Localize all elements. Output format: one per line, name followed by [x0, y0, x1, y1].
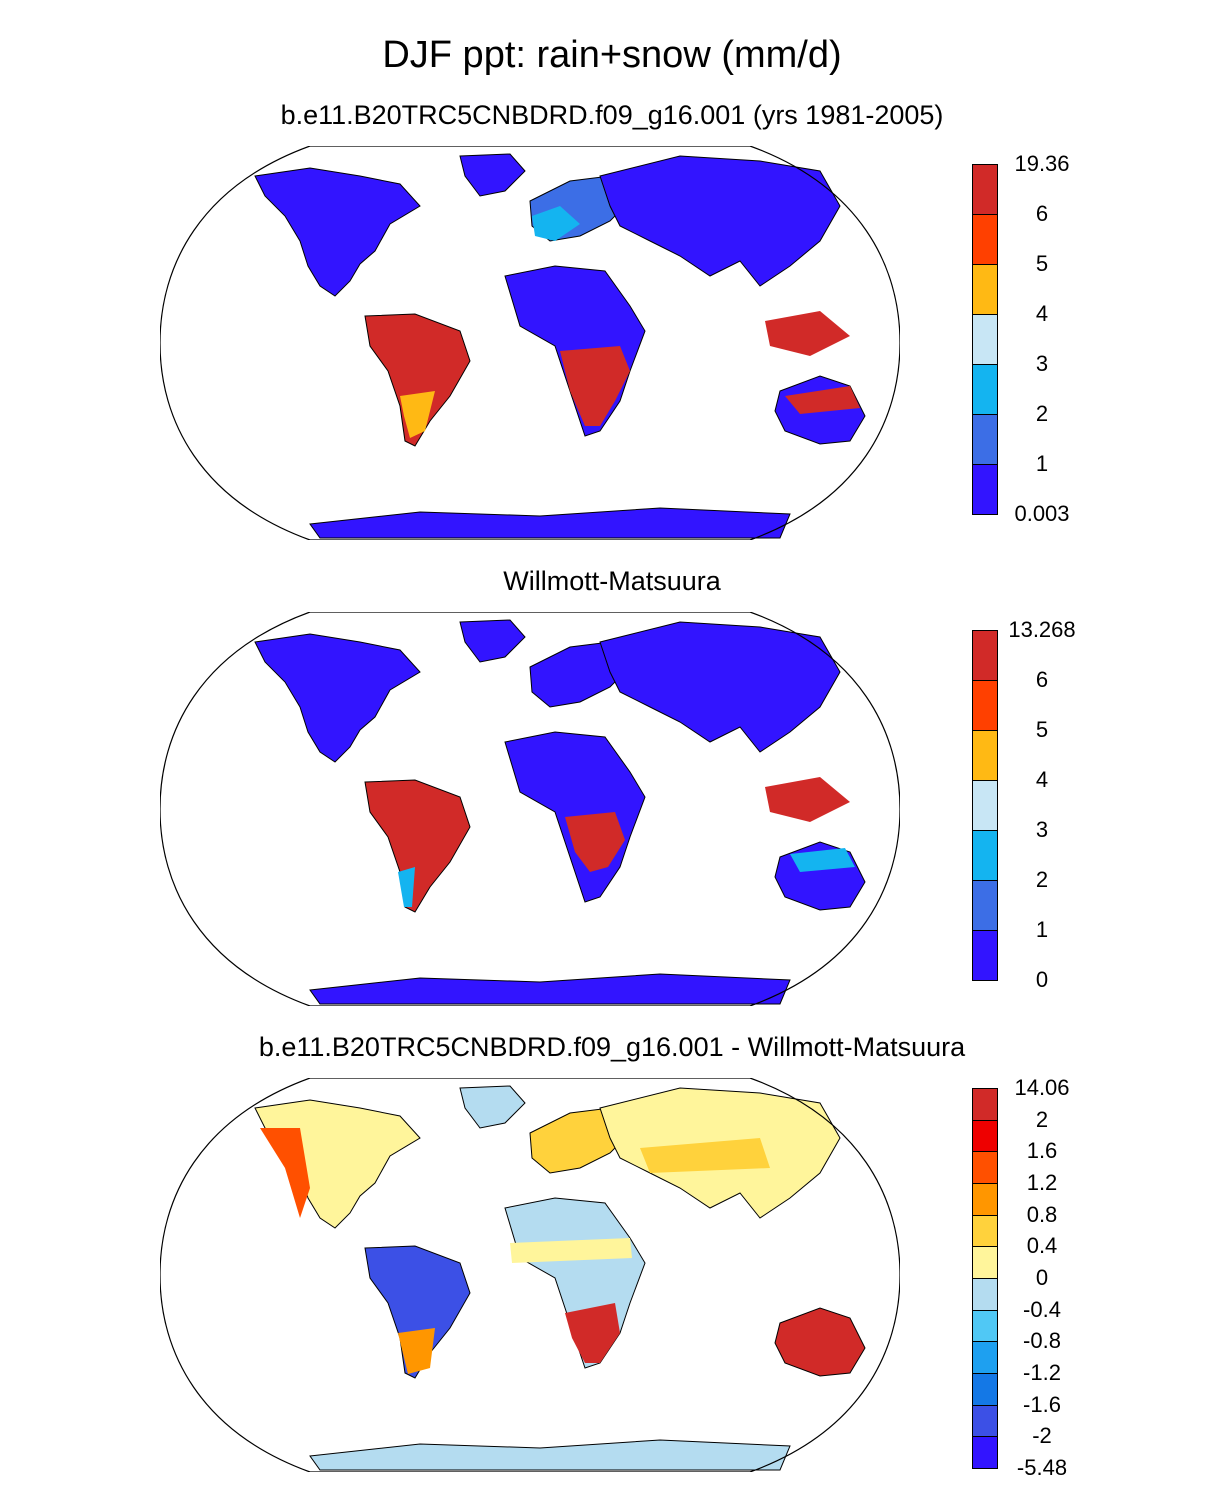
colorbar-swatch [972, 264, 998, 315]
field-andes-south [398, 867, 415, 907]
colorbar-label: 4 [1035, 767, 1049, 792]
colorbar-swatch [972, 1088, 998, 1121]
field-south-america-south [398, 1328, 435, 1374]
figure-title: DJF ppt: rain+snow (mm/d) [382, 34, 842, 76]
field-europe-wet [532, 206, 580, 241]
colorbar-label: 14.06 [1014, 1075, 1070, 1100]
colorbar-label: 0 [1035, 967, 1049, 992]
colorbar-swatch [972, 680, 998, 731]
colorbar-swatch [972, 364, 998, 415]
colorbar-swatch [972, 1309, 998, 1343]
colorbar-label: -1.2 [1023, 1360, 1061, 1385]
colorbar-swatch [972, 1373, 998, 1406]
panel-1-title: b.e11.B20TRC5CNBDRD.f09_g16.001 (yrs 198… [280, 100, 944, 130]
colorbar-label: 2 [1035, 867, 1049, 892]
field-southern-africa-wet [560, 346, 630, 426]
panel-3-title: b.e11.B20TRC5CNBDRD.f09_g16.001 - Willmo… [258, 1032, 966, 1062]
colorbar-label: -1.6 [1023, 1391, 1061, 1417]
region-greenland [459, 1085, 526, 1129]
colorbar-swatch [972, 464, 998, 515]
colorbar-swatch [972, 630, 998, 681]
colorbar-swatch [972, 214, 998, 265]
colorbar-label: 19.36 [1014, 151, 1070, 176]
field-southern-africa-diff [565, 1303, 620, 1363]
colorbar-swatch [972, 1404, 998, 1438]
colorbar-label: 6 [1035, 201, 1049, 226]
colorbar-label: 2 [1035, 1106, 1049, 1132]
colorbar-label: 0.003 [1014, 501, 1070, 526]
field-maritime-continent [765, 777, 850, 822]
map-outline [160, 1078, 900, 1472]
colorbar-label: -2 [1032, 1423, 1052, 1449]
panel-2-map [160, 612, 900, 1006]
colorbar-swatch [972, 1119, 998, 1153]
panel-2-title: Willmott-Matsuura [503, 566, 721, 596]
colorbar-label: 1 [1035, 451, 1049, 476]
map-outline [160, 146, 900, 540]
field-southern-africa-wet [565, 812, 625, 872]
colorbar-label: 0 [1035, 1265, 1049, 1290]
colorbar-swatch [972, 1436, 998, 1469]
field-north-australia [785, 386, 860, 414]
colorbar-label: 1.2 [1026, 1170, 1058, 1195]
colorbar-label: -0.8 [1023, 1328, 1061, 1354]
colorbar-label: 13.268 [1008, 617, 1076, 642]
colorbar-swatch [972, 930, 998, 981]
region-asia [599, 621, 841, 753]
region-australia [774, 1307, 866, 1377]
colorbar-label: 1 [1035, 917, 1049, 942]
colorbar-swatch [972, 880, 998, 931]
region-antarctica [309, 1439, 791, 1471]
colorbar-swatch [972, 730, 998, 781]
colorbar-swatch [972, 164, 998, 215]
field-sahel-band [510, 1238, 632, 1263]
colorbar-label: 2 [1035, 401, 1049, 426]
colorbar-label: 6 [1035, 667, 1049, 692]
colorbar-swatch [972, 830, 998, 881]
panel-1-map [160, 146, 900, 540]
field-amazon-edge [400, 391, 435, 438]
colorbar-label: 4 [1035, 301, 1049, 326]
colorbar-swatch [972, 1151, 998, 1184]
colorbar-swatch [972, 314, 998, 365]
field-asia-band [640, 1138, 770, 1173]
region-antarctica [309, 507, 791, 539]
region-north-america [254, 167, 421, 297]
colorbar-swatch [972, 1214, 998, 1248]
region-asia [599, 155, 841, 287]
region-greenland [459, 619, 526, 663]
colorbar-swatch [972, 1246, 998, 1279]
field-north-australia [790, 848, 855, 872]
colorbar-label: -5.48 [1016, 1455, 1068, 1480]
region-antarctica [309, 973, 791, 1005]
colorbar-label: 3 [1035, 351, 1049, 376]
region-south-america [364, 313, 471, 447]
colorbar-swatch [972, 1183, 998, 1216]
region-greenland [459, 153, 526, 197]
colorbar-label: 3 [1035, 817, 1049, 842]
colorbar-swatch [972, 780, 998, 831]
map-outline [160, 612, 900, 1006]
region-south-america [364, 779, 471, 913]
colorbar-label: -0.4 [1023, 1296, 1061, 1322]
colorbar-swatch [972, 414, 998, 465]
colorbar-label: 5 [1035, 717, 1049, 742]
colorbar-swatch [972, 1341, 998, 1374]
field-maritime-continent [765, 311, 850, 356]
colorbar-swatch [972, 1278, 998, 1311]
region-north-america [254, 633, 421, 763]
field-north-america-west [260, 1128, 310, 1218]
colorbar-label: 0.4 [1026, 1233, 1058, 1259]
panel-3-map [160, 1078, 900, 1472]
colorbar-label: 1.6 [1026, 1138, 1058, 1164]
colorbar-label: 0.8 [1026, 1201, 1058, 1227]
colorbar-label: 5 [1035, 251, 1049, 276]
